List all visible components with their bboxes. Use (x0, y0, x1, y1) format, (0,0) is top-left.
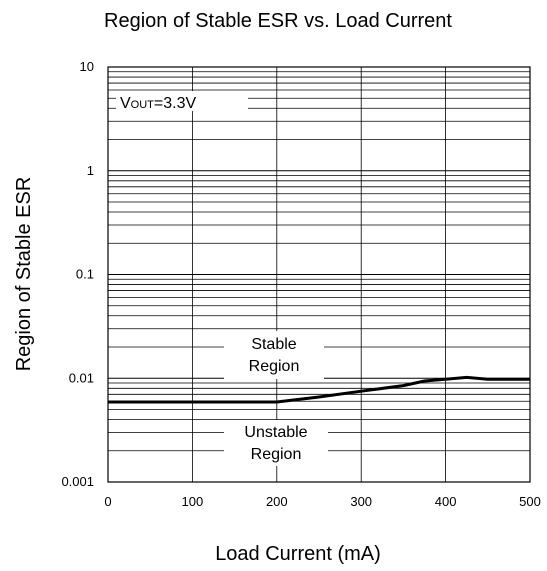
y-tick-label: 0.1 (76, 267, 94, 282)
annotations: VOUT=3.3V Stable Region Unstable Region (116, 91, 328, 466)
x-tick-label: 200 (266, 494, 288, 509)
unstable-label-bg (224, 420, 328, 466)
vout-label: VOUT=3.3V (120, 95, 196, 112)
vout-label-value: =3.3V (154, 95, 197, 112)
chart-title: Region of Stable ESR vs. Load Current (104, 10, 452, 32)
vout-label-bg (116, 91, 248, 111)
y-axis-title: Region of Stable ESR (13, 177, 35, 372)
plot-frame (107, 66, 531, 483)
y-tick-label: 1 (87, 163, 94, 178)
x-axis-title: Load Current (mA) (215, 543, 381, 565)
y-tick-label: 0.001 (61, 474, 94, 489)
stable-label-line1: Stable (251, 336, 296, 353)
stable-label-bg (224, 331, 324, 379)
stable-label-line2: Region (249, 358, 300, 375)
x-tick-label: 400 (435, 494, 457, 509)
unstable-label-line2: Region (251, 446, 302, 463)
vout-label-sub: OUT (131, 99, 155, 111)
y-tick-label: 10 (80, 59, 94, 74)
x-tick-label: 500 (519, 494, 541, 509)
unstable-label-line1: Unstable (244, 424, 307, 441)
x-tick-label: 0 (104, 494, 111, 509)
esr-boundary-line (108, 375, 530, 404)
x-tick-label: 100 (182, 494, 204, 509)
tick-labels: 0 100 200 300 400 500 0.001 0.01 0.1 1 10 (61, 59, 540, 509)
y-tick-label: 0.01 (69, 370, 94, 385)
x-tick-label: 300 (350, 494, 372, 509)
grid (107, 66, 531, 483)
data-series (108, 375, 530, 404)
vout-label-v: V (120, 95, 131, 112)
